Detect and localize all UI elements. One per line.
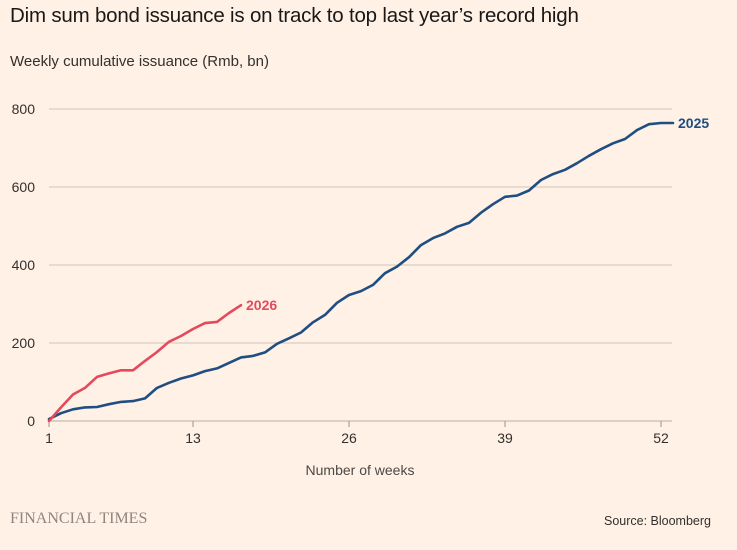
- y-axis: 0 200 400 600 800: [12, 101, 36, 429]
- series-line-2026: [47, 303, 243, 423]
- ft-logo: FINANCIAL TIMES: [10, 510, 148, 527]
- y-tick-label-200: 200: [12, 335, 36, 351]
- source-note: Source: Bloomberg: [603, 514, 711, 528]
- x-axis: 1 13 26 39 52: [45, 420, 672, 446]
- x-axis-title: Number of weeks: [306, 462, 415, 478]
- series-label-2026: 2026: [246, 297, 277, 313]
- y-tick-label-0: 0: [27, 413, 35, 429]
- series-group: 2025 2026: [47, 115, 709, 423]
- x-tick-label-39: 39: [497, 430, 513, 446]
- x-tick-label-26: 26: [341, 430, 357, 446]
- x-tick-label-1: 1: [45, 430, 53, 446]
- y-tick-label-400: 400: [12, 257, 36, 273]
- x-tick-label-13: 13: [185, 430, 201, 446]
- series-label-2025: 2025: [678, 115, 709, 131]
- gridlines: [49, 108, 672, 344]
- y-tick-label-800: 800: [12, 101, 36, 117]
- chart-title: Dim sum bond issuance is on track to top…: [10, 4, 579, 27]
- x-tick-label-52: 52: [653, 430, 669, 446]
- chart-subtitle: Weekly cumulative issuance (Rmb, bn): [10, 53, 269, 70]
- series-line-2025: [47, 121, 675, 421]
- y-tick-label-600: 600: [12, 179, 36, 195]
